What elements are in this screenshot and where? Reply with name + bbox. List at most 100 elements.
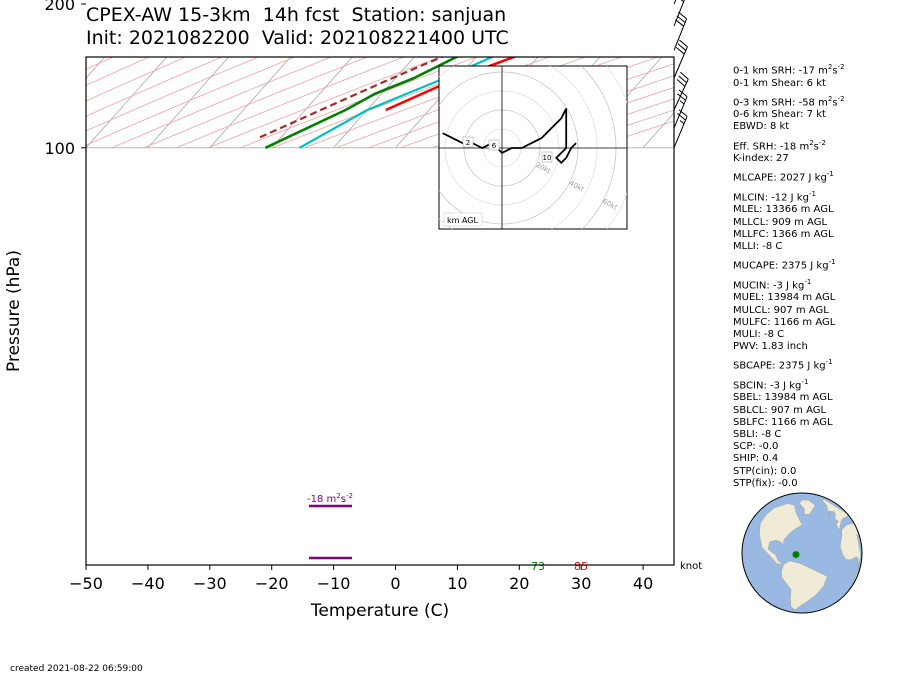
index-unit: s (832, 97, 838, 109)
index-row: 0-1 km SRH: -17 m2s-2 (733, 61, 845, 78)
chart-title-line2: Init: 2021082200 Valid: 202108221400 UTC (86, 27, 509, 49)
x-tick-label: 0 (390, 574, 400, 593)
index-label: SBLI: -8 C (733, 429, 782, 441)
moist-adiabat (400, 0, 906, 4)
index-row: 0-3 km SRH: -58 m2s-2 (733, 93, 845, 110)
index-label: EBWD: 8 kt (733, 121, 790, 133)
moist-adiabat (284, 0, 906, 4)
index-label: MLLCL: 909 m AGL (733, 216, 828, 228)
globe-station-marker (792, 551, 800, 559)
index-label: 0-1 km Shear: 6 kt (733, 77, 826, 89)
created-timestamp: created 2021-08-22 06:59:00 (10, 664, 143, 674)
moist-adiabat (611, 0, 906, 4)
wind-barb (673, 89, 688, 129)
wind-barb-flag (678, 75, 687, 84)
hodograph-height-box (541, 151, 553, 163)
hodograph-frame (438, 65, 628, 230)
index-label: Eff. SRH: -18 m (733, 141, 810, 152)
indices-panel: 0-1 km SRH: -17 m2s-2 0-1 km Shear: 6 kt 0… (733, 58, 845, 490)
moist-adiabat (709, 0, 906, 4)
index-row: SHIP: 0.4 (733, 453, 845, 465)
moist-adiabat (256, 0, 906, 4)
moist-adiabat (870, 0, 906, 4)
wind-barb-flag (680, 0, 684, 3)
index-label: MULI: -8 C (733, 328, 785, 340)
index-row: MUEL: 13984 m AGL (733, 292, 845, 304)
x-tick-label: −30 (193, 574, 227, 593)
index-row: MUCIN: -3 J kg-1 (733, 276, 845, 293)
wind-barb-flag (675, 19, 684, 27)
wind-barb-staff (673, 78, 689, 111)
index-label: MUEL: 13984 m AGL (733, 292, 836, 304)
index-row: 0-6 km Shear: 7 kt (733, 109, 845, 121)
index-label: SBCAPE: 2375 J kg (733, 360, 826, 372)
index-unit-sup: -1 (828, 258, 836, 267)
moist-adiabat (206, 0, 906, 4)
index-label: MLEL: 13366 m AGL (733, 204, 834, 216)
wind-barb-flag (679, 39, 688, 48)
index-row: MLCIN: -12 J kg-1 (733, 188, 845, 205)
index-label: MUCAPE: 2375 J kg (733, 260, 829, 272)
wind-barb-flag (678, 109, 688, 117)
wind-barb (673, 11, 688, 51)
isotherm-line (333, 57, 415, 149)
index-row: K-index: 27 (733, 153, 845, 165)
x-tick-label: −10 (317, 574, 351, 593)
moist-adiabat (525, 0, 906, 4)
isotherm-line (891, 0, 906, 148)
y-tick-label: 200 (44, 0, 75, 14)
wind-barb-flag (678, 89, 688, 98)
wind-barb-flag (677, 93, 686, 101)
index-row: SBEL: 13984 m AGL (733, 392, 845, 404)
wind-barb-flag (675, 47, 685, 55)
index-row: SBLI: -8 C (733, 429, 845, 441)
hodograph-height-label: 6 (492, 142, 497, 150)
wind-barb-staff (673, 18, 688, 51)
index-row: STP(fix): -0.0 (733, 478, 845, 490)
index-label: SBCIN: -3 J kg (733, 380, 802, 392)
index-unit-sup: 2 (809, 138, 814, 147)
index-row: MULCL: 907 m AGL (733, 305, 845, 317)
moist-adiabat (355, 0, 906, 4)
srh-annotation: -18 m2s-2 (307, 492, 353, 505)
index-label: SBEL: 13984 m AGL (733, 392, 833, 404)
plot-frame (85, 56, 675, 566)
index-unit: s (813, 141, 819, 152)
index-label: PWV: 1.83 inch (733, 341, 808, 353)
index-unit-sup: -2 (837, 94, 845, 103)
hodograph-height-label: 2 (466, 139, 470, 147)
globe-inset (741, 492, 863, 614)
wind-barb-flag (677, 43, 687, 51)
hodograph-ring-label: 80kt (634, 216, 652, 231)
index-unit-sup: 2 (827, 94, 833, 103)
x-tick-label: 40 (633, 574, 653, 593)
globe-landmass (799, 499, 816, 515)
index-row: SBLFC: 1166 m AGL (733, 417, 845, 429)
index-label: SBLCL: 907 m AGL (733, 404, 827, 416)
index-row: MLLFC: 1366 m AGL (733, 229, 845, 241)
x-tick-label: 20 (509, 574, 529, 593)
x-axis-label: Temperature (C) (310, 601, 449, 621)
index-label: MLCAPE: 2027 J kg (733, 172, 827, 184)
index-label: 0-3 km SRH: -58 m (733, 97, 828, 109)
wind-barb-half (679, 120, 685, 125)
index-row: EBWD: 8 kt (733, 121, 845, 133)
index-label: MULCL: 907 m AGL (733, 304, 829, 316)
isotherm-line (580, 57, 663, 149)
x-tick-label: −50 (69, 574, 103, 593)
index-row: MLLI: -8 C (733, 241, 845, 253)
index-row: SBCAPE: 2375 J kg-1 (733, 356, 845, 373)
wind-barb (673, 71, 689, 111)
index-unit-sup: -2 (818, 138, 826, 147)
index-label: MUCIN: -3 J kg (733, 280, 805, 292)
wind-barb-staff (673, 0, 677, 5)
index-row: MLLCL: 909 m AGL (733, 217, 845, 229)
globe-landmass (839, 523, 861, 589)
index-label: SHIP: 0.4 (733, 453, 779, 465)
x-tick-label: −40 (131, 574, 165, 593)
globe-landmass (781, 560, 828, 611)
isotherm-line (209, 57, 292, 149)
hodograph-legend-box (443, 212, 483, 227)
